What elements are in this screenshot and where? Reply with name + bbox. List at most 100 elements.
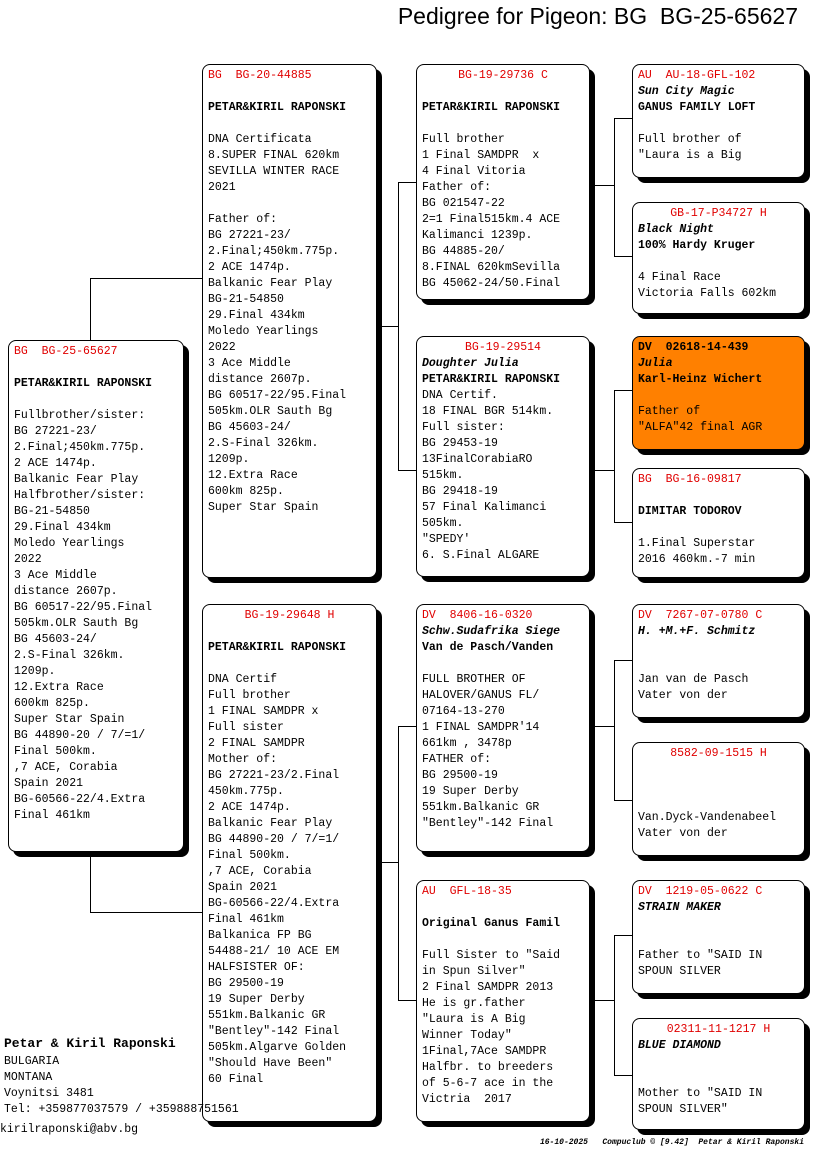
connector-line xyxy=(590,726,614,727)
pigeon-name xyxy=(14,360,178,376)
owner-name: Original Ganus Famil xyxy=(422,917,561,930)
pigeon-name xyxy=(422,900,584,916)
note-line: Victria 2017 xyxy=(422,1093,512,1106)
pedigree-box-ssd[interactable]: GB-17-P34727 H Black Night 100% Hardy Krug… xyxy=(632,202,805,314)
pedigree-box-dsd[interactable]: 8582-09-1515 H Van.Dyck-Vandenabeel Vater … xyxy=(632,742,805,856)
note-line: Father of: xyxy=(208,213,278,226)
pigeon-name xyxy=(638,488,799,504)
note-line: BG 27221-23/2.Final xyxy=(208,769,340,782)
breeder-name: Petar & Kiril Raponski xyxy=(4,1036,176,1051)
note-line: 505km.Algarve Golden xyxy=(208,1041,347,1054)
note-line: 661km , 3478p xyxy=(422,737,512,750)
note-line xyxy=(638,656,799,672)
note-line: Full brother of xyxy=(638,133,742,146)
note-line xyxy=(638,794,799,810)
note-line: in Spun Silver" xyxy=(422,965,526,978)
connector-line xyxy=(614,390,615,522)
pedigree-box-sds[interactable]: DV 02618-14-439 Julia Karl-Heinz Wichert Fa… xyxy=(632,336,805,450)
connector-line xyxy=(398,470,416,471)
note-line: 551km.Balkanic GR xyxy=(208,1009,326,1022)
owner-name xyxy=(638,640,799,656)
note-line: 1 FINAL SAMDPR x xyxy=(208,705,319,718)
note-line: 2021 xyxy=(208,181,236,194)
note-line: Halfbr. to breeders xyxy=(422,1061,554,1074)
connector-line xyxy=(614,118,632,119)
owner-name xyxy=(638,1054,799,1070)
pedigree-box-sss[interactable]: AU AU-18-GFL-102 Sun City Magic GANUS FAMI… xyxy=(632,64,805,178)
note-line: Father of: xyxy=(422,181,492,194)
note-line: distance 2607p. xyxy=(14,585,118,598)
ring-number: GB-17-P34727 H xyxy=(670,207,767,220)
ring-number: BG-19-29648 H xyxy=(244,609,335,622)
note-line: SEVILLA WINTER RACE xyxy=(208,165,340,178)
note-line: Jan van de Pasch xyxy=(638,673,749,686)
breeder-info: Petar & Kiril Raponski BULGARIA MONTANA … xyxy=(4,1034,239,1118)
ring-number: DV 7267-07-0780 C xyxy=(638,609,763,622)
pigeon-name xyxy=(208,84,371,100)
ring-number: DV 02618-14-439 xyxy=(638,341,749,354)
note-line: 3 Ace Middle xyxy=(14,569,97,582)
note-line: Spain 2021 xyxy=(208,881,278,894)
note-line: BG-21-54850 xyxy=(14,505,90,518)
pedigree-box-dds[interactable]: DV 1219-05-0622 C STRAIN MAKER Father to "… xyxy=(632,880,805,994)
note-line xyxy=(638,520,799,536)
note-line: Victoria Falls 602km xyxy=(638,287,777,300)
note-line: Final 500km. xyxy=(14,745,97,758)
owner-name: PETAR&KIRIL RAPONSKI xyxy=(208,101,347,114)
note-line: Balkanica FP BG xyxy=(208,929,312,942)
note-line: BG 44885-20/ xyxy=(422,245,505,258)
connector-line xyxy=(90,278,91,340)
pedigree-box-ddd[interactable]: 02311-11-1217 H BLUE DIAMOND Mother to "SA… xyxy=(632,1018,805,1130)
pedigree-box-sire[interactable]: BG BG-20-44885 PETAR&KIRIL RAPONSKI DNA Ce… xyxy=(202,64,377,578)
pedigree-box-dss[interactable]: DV 7267-07-0780 C H. +M.+F. Schmitz Jan va… xyxy=(632,604,805,718)
owner-name: PETAR&KIRIL RAPONSKI xyxy=(422,373,561,386)
connector-line xyxy=(590,1000,614,1001)
pedigree-box-sd[interactable]: BG-19-29514 Doughter Julia PETAR&KIRIL RAP… xyxy=(416,336,590,577)
note-line: BG 29453-19 xyxy=(422,437,498,450)
pedigree-box-dam[interactable]: BG-19-29648 H PETAR&KIRIL RAPONSKI DNA Cer… xyxy=(202,604,377,1122)
pigeon-name: BLUE DIAMOND xyxy=(638,1039,721,1052)
note-line: Halfbrother/sister: xyxy=(14,489,146,502)
note-line: Final 500km. xyxy=(208,849,291,862)
note-line: 600km 825p. xyxy=(208,485,284,498)
note-line: Super Star Spain xyxy=(14,713,125,726)
note-line: 2 ACE 1474p. xyxy=(208,261,291,274)
breeder-email: kirilraponski@abv.bg xyxy=(0,1123,139,1136)
note-line: Fullbrother/sister: xyxy=(14,409,146,422)
note-line xyxy=(638,254,799,270)
pigeon-name: H. +M.+F. Schmitz xyxy=(638,625,756,638)
note-line xyxy=(14,392,178,408)
note-line: 2 ACE 1474p. xyxy=(14,457,97,470)
connector-line xyxy=(398,1000,416,1001)
ring-number: DV 8406-16-0320 xyxy=(422,609,533,622)
note-line xyxy=(638,932,799,948)
note-line xyxy=(422,656,584,672)
pedigree-box-dd[interactable]: AU GFL-18-35 Original Ganus Famil Full Sis… xyxy=(416,880,590,1122)
note-line: "Bentley"-142 Final xyxy=(208,1025,340,1038)
connector-line xyxy=(614,522,632,523)
note-line: BG-21-54850 xyxy=(208,293,284,306)
note-line: BG 021547-22 xyxy=(422,197,505,210)
connector-line xyxy=(614,800,632,801)
note-line: Kalimanci 1239p. xyxy=(422,229,533,242)
connector-line xyxy=(398,182,399,470)
note-line: 2016 460km.-7 min xyxy=(638,553,756,566)
pigeon-name xyxy=(638,762,799,778)
note-line: 1209p. xyxy=(14,665,56,678)
ring-number: BG-19-29736 C xyxy=(458,69,548,82)
note-line: BG-60566-22/4.Extra xyxy=(14,793,146,806)
note-line: BG 29418-19 xyxy=(422,485,498,498)
note-line: BG 27221-23/ xyxy=(208,229,291,242)
pedigree-box-ss[interactable]: BG-19-29736 C PETAR&KIRIL RAPONSKI Full br… xyxy=(416,64,590,300)
owner-name: PETAR&KIRIL RAPONSKI xyxy=(208,641,347,654)
note-line: 2022 xyxy=(208,341,236,354)
pedigree-box-ds[interactable]: DV 8406-16-0320 Schw.Sudafrika Siege Van d… xyxy=(416,604,590,852)
note-line: He is gr.father xyxy=(422,997,526,1010)
pedigree-box-sdd[interactable]: BG BG-16-09817 DIMITAR TODOROV 1.Final Sup… xyxy=(632,468,805,578)
pedigree-box-subject[interactable]: BG BG-25-65627 PETAR&KIRIL RAPONSKI Fullbr… xyxy=(8,340,184,852)
note-line: BG 44890-20 / 7/=1/ xyxy=(208,833,340,846)
note-line: Super Star Spain xyxy=(208,501,319,514)
note-line: 2022 xyxy=(14,553,42,566)
note-line: 18 FINAL BGR 514km. xyxy=(422,405,554,418)
note-line: Final 461km xyxy=(14,809,90,822)
